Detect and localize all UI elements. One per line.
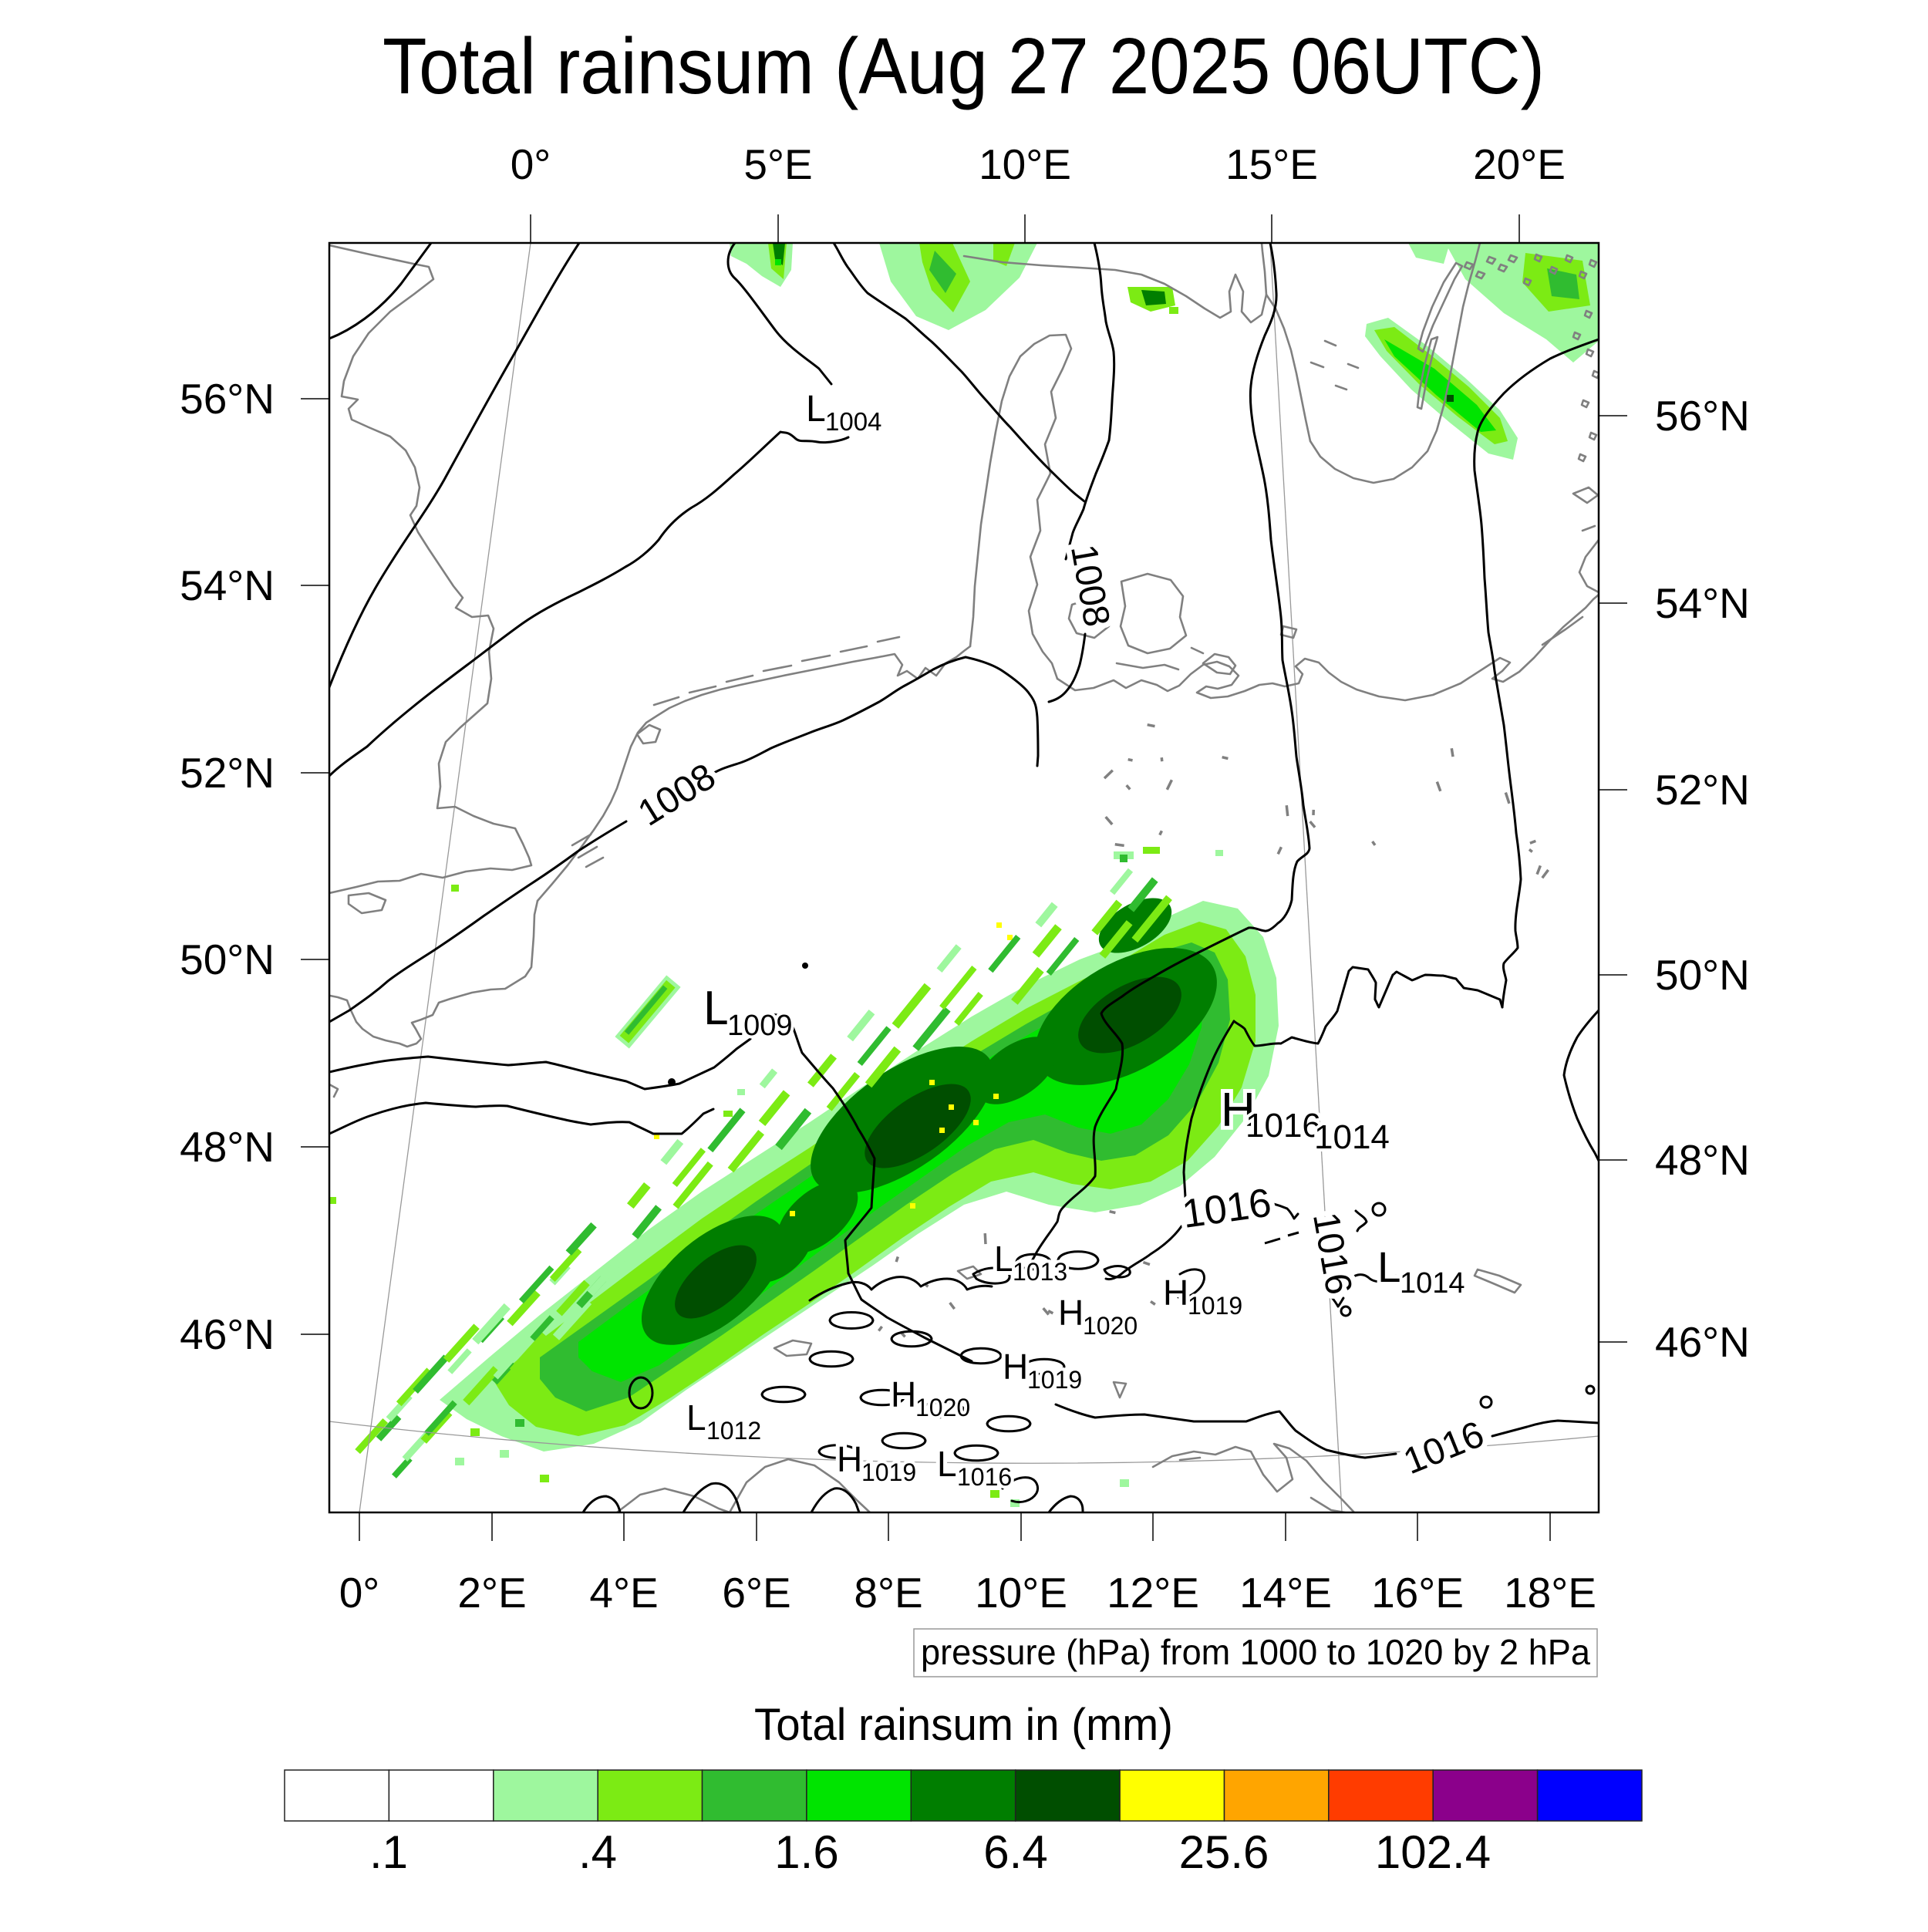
svg-text:1014: 1014 (1314, 1118, 1390, 1156)
svg-text:1004: 1004 (825, 407, 881, 436)
svg-text:.4: .4 (578, 1826, 617, 1878)
svg-text:102.4: 102.4 (1375, 1826, 1491, 1878)
svg-text:54°N: 54°N (180, 561, 275, 609)
svg-text:L: L (686, 1398, 706, 1438)
svg-text:1019: 1019 (1027, 1366, 1082, 1394)
svg-text:L: L (994, 1239, 1014, 1279)
svg-text:L: L (703, 982, 730, 1035)
svg-text:1009: 1009 (727, 1010, 793, 1042)
svg-text:46°N: 46°N (1655, 1318, 1750, 1366)
svg-text:0°: 0° (511, 140, 551, 188)
svg-text:1016: 1016 (1245, 1107, 1321, 1145)
svg-text:1016: 1016 (957, 1463, 1012, 1491)
svg-text:L: L (1377, 1242, 1401, 1291)
svg-text:16°E: 16°E (1371, 1569, 1464, 1617)
svg-text:H: H (1003, 1347, 1028, 1387)
svg-text:6°E: 6°E (722, 1569, 790, 1617)
svg-text:2°E: 2°E (457, 1569, 526, 1617)
svg-text:50°N: 50°N (1655, 951, 1750, 999)
svg-text:1012: 1012 (706, 1417, 761, 1445)
svg-text:10°E: 10°E (979, 140, 1071, 188)
svg-text:52°N: 52°N (1655, 766, 1750, 814)
svg-text:12°E: 12°E (1107, 1569, 1199, 1617)
svg-text:6.4: 6.4 (983, 1826, 1047, 1878)
svg-text:54°N: 54°N (1655, 579, 1750, 627)
svg-text:H: H (1163, 1273, 1188, 1313)
svg-text:14°E: 14°E (1239, 1569, 1332, 1617)
svg-text:18°E: 18°E (1504, 1569, 1596, 1617)
svg-text:Total rainsum in (mm): Total rainsum in (mm) (754, 1700, 1173, 1750)
svg-text:H: H (1058, 1293, 1084, 1333)
svg-text:1014: 1014 (1400, 1267, 1465, 1300)
svg-text:pressure (hPa) from 1000 to 10: pressure (hPa) from 1000 to 1020 by 2 hP… (921, 1632, 1590, 1672)
svg-text:25.6: 25.6 (1179, 1826, 1269, 1878)
svg-text:15°E: 15°E (1225, 140, 1318, 188)
svg-text:.1: .1 (369, 1826, 408, 1878)
svg-text:8°E: 8°E (854, 1569, 922, 1617)
svg-text:4°E: 4°E (589, 1569, 658, 1617)
svg-text:L: L (806, 389, 827, 430)
svg-text:1019: 1019 (861, 1458, 916, 1486)
svg-text:52°N: 52°N (180, 749, 275, 797)
svg-text:Total rainsum (Aug 27 2025 06U: Total rainsum (Aug 27 2025 06UTC) (383, 22, 1545, 110)
svg-text:5°E: 5°E (743, 140, 812, 188)
svg-text:1019: 1019 (1188, 1292, 1242, 1320)
svg-text:48°N: 48°N (1655, 1136, 1750, 1184)
svg-text:56°N: 56°N (180, 375, 275, 423)
svg-text:1.6: 1.6 (774, 1826, 838, 1878)
svg-text:48°N: 48°N (180, 1123, 275, 1171)
svg-text:1013: 1013 (1013, 1258, 1067, 1286)
svg-text:46°N: 46°N (180, 1310, 275, 1358)
svg-text:1020: 1020 (915, 1394, 970, 1421)
svg-text:56°N: 56°N (1655, 392, 1750, 440)
svg-text:10°E: 10°E (975, 1569, 1067, 1617)
svg-text:H: H (891, 1374, 916, 1414)
svg-text:1020: 1020 (1083, 1312, 1138, 1340)
svg-text:H: H (837, 1439, 862, 1479)
svg-text:50°N: 50°N (180, 936, 275, 983)
svg-text:H: H (1221, 1084, 1256, 1137)
svg-text:L: L (937, 1444, 957, 1484)
svg-text:20°E: 20°E (1473, 140, 1566, 188)
svg-text:0°: 0° (339, 1569, 380, 1617)
